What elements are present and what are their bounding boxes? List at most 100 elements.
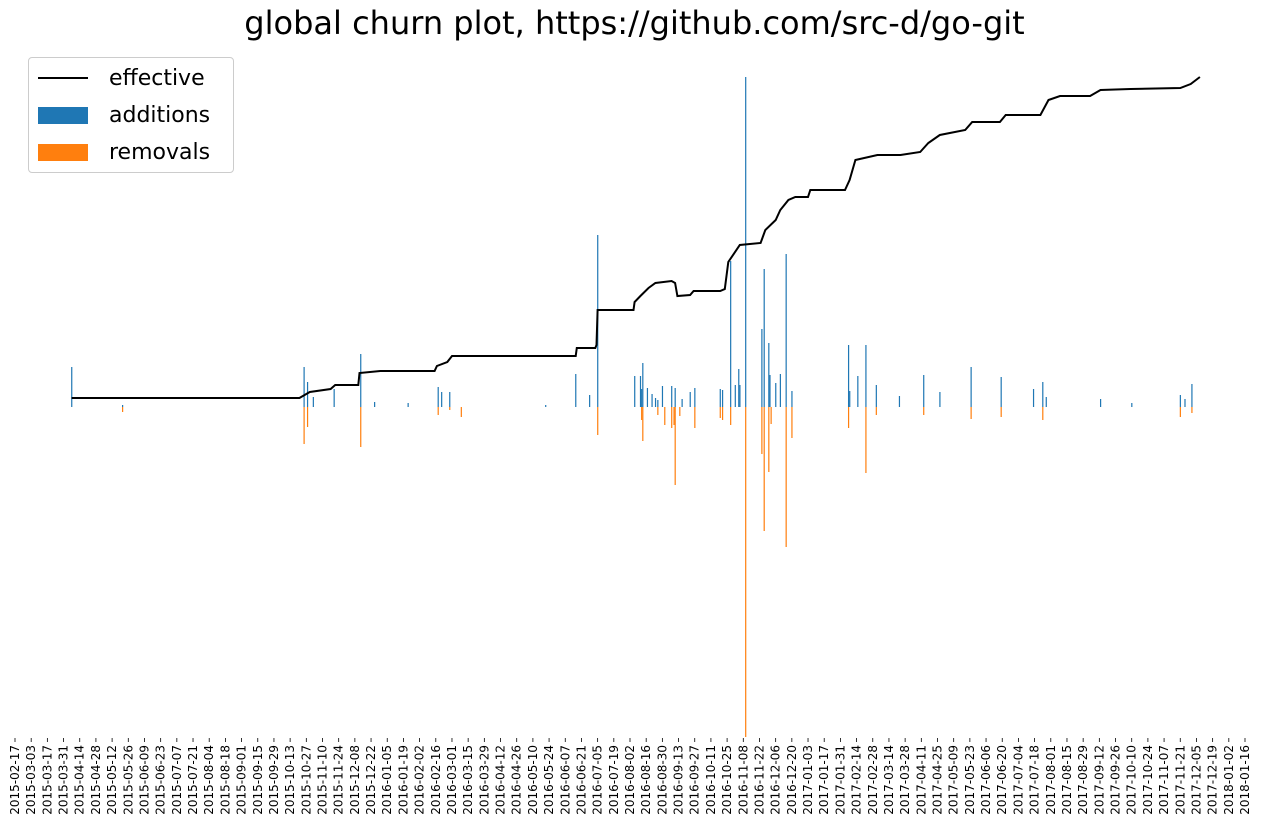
x-tick-label: 2017-05-09 <box>947 745 961 815</box>
removal-bar <box>1000 407 1002 417</box>
removal-bar <box>847 407 850 428</box>
x-tick-label: 2015-03-17 <box>40 745 54 815</box>
removal-bar <box>763 407 765 531</box>
removal-bar <box>694 407 696 428</box>
addition-bar <box>857 376 859 407</box>
x-tick-label: 2016-06-07 <box>558 745 572 815</box>
legend-item-effective: effective <box>38 63 205 93</box>
removal-bar <box>770 407 772 424</box>
addition-bar <box>849 391 851 407</box>
x-tick-label: 2017-01-31 <box>833 745 847 815</box>
addition-bar <box>333 389 335 407</box>
addition-bar <box>407 403 409 407</box>
addition-bar <box>1184 399 1186 407</box>
chart-title: global churn plot, https://github.com/sr… <box>244 4 1025 42</box>
x-tick-label: 2015-10-27 <box>299 745 313 815</box>
addition-bar <box>1131 403 1133 407</box>
x-tick-label: 2015-06-23 <box>154 745 168 815</box>
addition-bar <box>449 392 451 407</box>
removal-bar <box>1042 407 1044 420</box>
x-tick-label: 2016-04-26 <box>510 745 524 815</box>
x-tick-label: 2017-06-06 <box>979 745 993 815</box>
addition-bar <box>589 395 591 407</box>
x-tick-label: 2017-03-14 <box>882 745 896 815</box>
x-tick-label: 2016-09-27 <box>688 745 702 815</box>
removal-bar <box>719 407 721 418</box>
addition-bar <box>775 383 777 407</box>
addition-bar <box>763 269 765 407</box>
x-tick-label: 2015-09-15 <box>251 745 265 815</box>
x-tick-label: 2017-02-28 <box>866 745 880 815</box>
x-tick-label: 2017-10-24 <box>1141 745 1155 815</box>
removal-bar <box>1191 407 1193 413</box>
addition-bar <box>654 398 657 407</box>
addition-bar <box>437 387 439 407</box>
x-tick-label: 2016-07-05 <box>591 745 605 815</box>
addition-bar <box>303 367 305 407</box>
x-tick-label: 2017-08-15 <box>1060 745 1074 815</box>
legend-label: additions <box>109 102 211 128</box>
x-tick-label: 2017-07-18 <box>1028 745 1042 815</box>
x-tick-label: 2016-08-02 <box>623 745 637 815</box>
x-tick-label: 2015-02-17 <box>8 745 22 815</box>
addition-bar <box>642 363 644 407</box>
additions-swatch <box>38 106 88 124</box>
x-tick-label: 2017-01-17 <box>817 745 831 815</box>
x-tick-label: 2017-12-05 <box>1189 745 1203 815</box>
addition-bar <box>374 402 376 407</box>
x-tick-label: 2016-01-05 <box>380 745 394 815</box>
addition-bar <box>923 375 925 407</box>
x-tick-label: 2015-12-08 <box>348 745 362 815</box>
x-tick-label: 2015-04-28 <box>89 745 103 815</box>
x-tick-label: 2016-12-20 <box>785 745 799 815</box>
x-tick-label: 2017-08-29 <box>1076 745 1090 815</box>
x-tick-label: 2015-10-13 <box>283 745 297 815</box>
x-tick-label: 2015-05-12 <box>105 745 119 815</box>
x-tick-label: 2017-12-19 <box>1206 745 1220 815</box>
addition-bar <box>634 376 636 407</box>
x-tick-label: 2015-06-09 <box>137 745 151 815</box>
addition-bar <box>970 367 972 407</box>
x-tick-label: 2015-04-14 <box>73 745 87 815</box>
x-tick-label: 2016-06-21 <box>574 745 588 815</box>
addition-bar <box>939 392 941 407</box>
addition-bar <box>738 369 740 407</box>
x-tick-label: 2016-10-25 <box>720 745 734 815</box>
legend-label: removals <box>109 139 211 165</box>
x-tick-label: 2017-04-25 <box>931 745 945 815</box>
addition-bar <box>1191 384 1193 407</box>
addition-bar <box>721 390 724 407</box>
addition-bar <box>639 376 642 407</box>
addition-bar <box>641 389 643 407</box>
removals-swatch <box>38 143 88 161</box>
x-tick-label: 2017-11-07 <box>1157 745 1171 815</box>
x-tick-label: 2018-01-16 <box>1238 745 1252 815</box>
x-tick-label: 2017-10-10 <box>1125 745 1139 815</box>
x-tick-label: 2016-10-11 <box>704 745 718 815</box>
x-tick-label: 2017-04-11 <box>914 745 928 815</box>
x-tick-label: 2017-06-20 <box>995 745 1009 815</box>
x-tick-label: 2016-08-30 <box>655 745 669 815</box>
x-tick-label: 2016-09-13 <box>672 745 686 815</box>
addition-bar <box>694 388 696 407</box>
x-tick-label: 2017-09-26 <box>1109 745 1123 815</box>
addition-bar <box>734 385 736 407</box>
x-tick-label: 2015-03-03 <box>24 745 38 815</box>
x-tick-label: 2016-03-01 <box>445 745 459 815</box>
addition-bar <box>898 396 901 407</box>
legend-item-additions: additions <box>38 100 210 130</box>
removal-bar <box>730 407 732 425</box>
addition-bar <box>719 389 721 407</box>
addition-bar <box>745 77 747 407</box>
x-tick-label: 2016-02-16 <box>429 745 443 815</box>
x-tick-label: 2017-09-12 <box>1092 745 1106 815</box>
x-tick-label: 2016-08-16 <box>639 745 653 815</box>
addition-bar <box>1032 389 1035 407</box>
x-tick-label: 2018-01-02 <box>1222 745 1236 815</box>
addition-bar <box>791 391 793 407</box>
x-tick-label: 2016-05-10 <box>526 745 540 815</box>
removal-bar <box>597 407 599 435</box>
addition-bar <box>1042 382 1044 407</box>
removals-bars <box>122 407 1193 737</box>
removal-bar <box>923 407 925 415</box>
